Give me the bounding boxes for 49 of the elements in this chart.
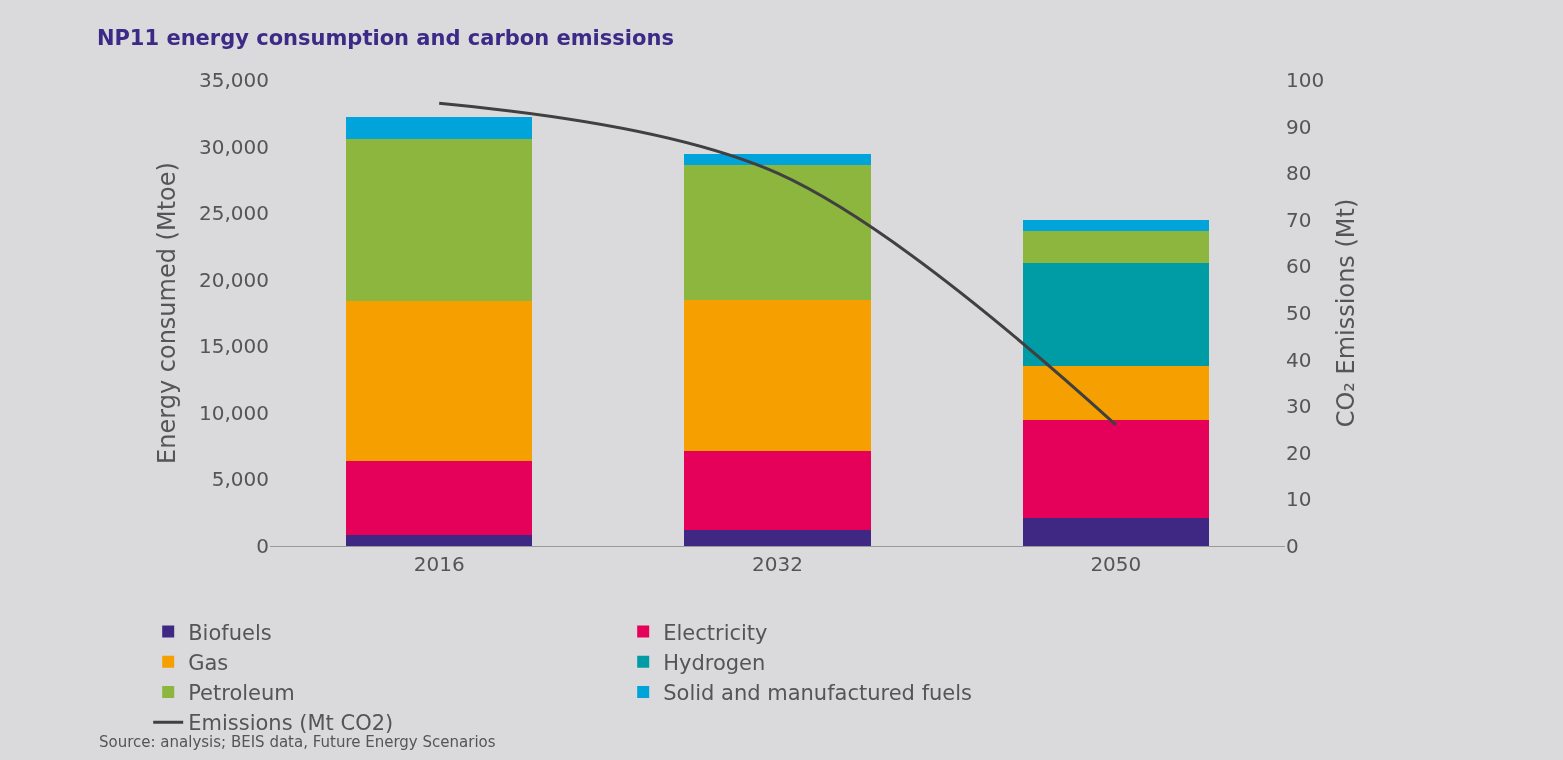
y2-tick-label: 90	[1286, 114, 1312, 139]
y-tick-label: 15,000	[199, 334, 269, 359]
bar	[684, 164, 871, 301]
y-tick-label: 30,000	[199, 134, 269, 159]
y-tick-label: 10,000	[199, 400, 269, 425]
legend-label: Electricity	[663, 620, 768, 645]
x-tick-label: 2016	[413, 552, 465, 576]
chart-title: NP11 energy consumption and carbon emissions	[96, 26, 674, 51]
y-tick-label: 0	[256, 534, 269, 558]
legend-label: Petroleum	[188, 681, 295, 706]
bar	[1022, 220, 1209, 232]
bar	[346, 535, 533, 546]
y2-tick-label: 40	[1286, 347, 1312, 372]
legend-label: Solid and manufactured fuels	[663, 681, 973, 706]
y2-tick-label: 60	[1286, 254, 1312, 279]
x-tick-label: 2050	[1090, 552, 1142, 576]
y2-tick-label: 30	[1286, 394, 1312, 419]
legend-label: Emissions (Mt CO2)	[188, 711, 394, 736]
bar	[1022, 263, 1209, 367]
bar	[1022, 231, 1209, 264]
x-tick-label: 2032	[752, 552, 803, 576]
bar	[684, 451, 871, 531]
source-note: Source: analysis; BEIS data, Future Energy Scenarios	[99, 733, 496, 751]
bar	[1022, 366, 1209, 420]
bar	[346, 460, 533, 536]
y-axis-title: Energy consumed (Mtoe)	[153, 162, 182, 464]
bar	[1022, 419, 1209, 519]
y2-tick-label: 20	[1286, 440, 1312, 465]
y-tick-label: 20,000	[199, 267, 269, 292]
bar	[684, 153, 871, 165]
bar	[684, 300, 871, 452]
bar	[346, 117, 533, 139]
y2-tick-label: 0	[1286, 534, 1299, 558]
bar	[1022, 518, 1209, 546]
bar	[346, 138, 533, 302]
y-tick-label: 5,000	[211, 467, 269, 492]
y2-tick-label: 50	[1286, 301, 1312, 325]
y2-tick-label: 10	[1286, 487, 1312, 512]
y-tick-label: 35,000	[199, 68, 269, 92]
y2-axis-title: CO₂ Emissions (Mt)	[1332, 198, 1361, 428]
bar	[346, 301, 533, 461]
legend-label: Gas	[188, 650, 229, 675]
bar	[684, 530, 871, 546]
y2-tick-label: 70	[1286, 207, 1312, 232]
y2-tick-label: 100	[1286, 68, 1325, 92]
y-tick-label: 25,000	[199, 201, 269, 226]
legend-label: Hydrogen	[663, 650, 766, 675]
legend-label: Biofuels	[188, 620, 272, 645]
y2-tick-label: 80	[1286, 161, 1312, 186]
